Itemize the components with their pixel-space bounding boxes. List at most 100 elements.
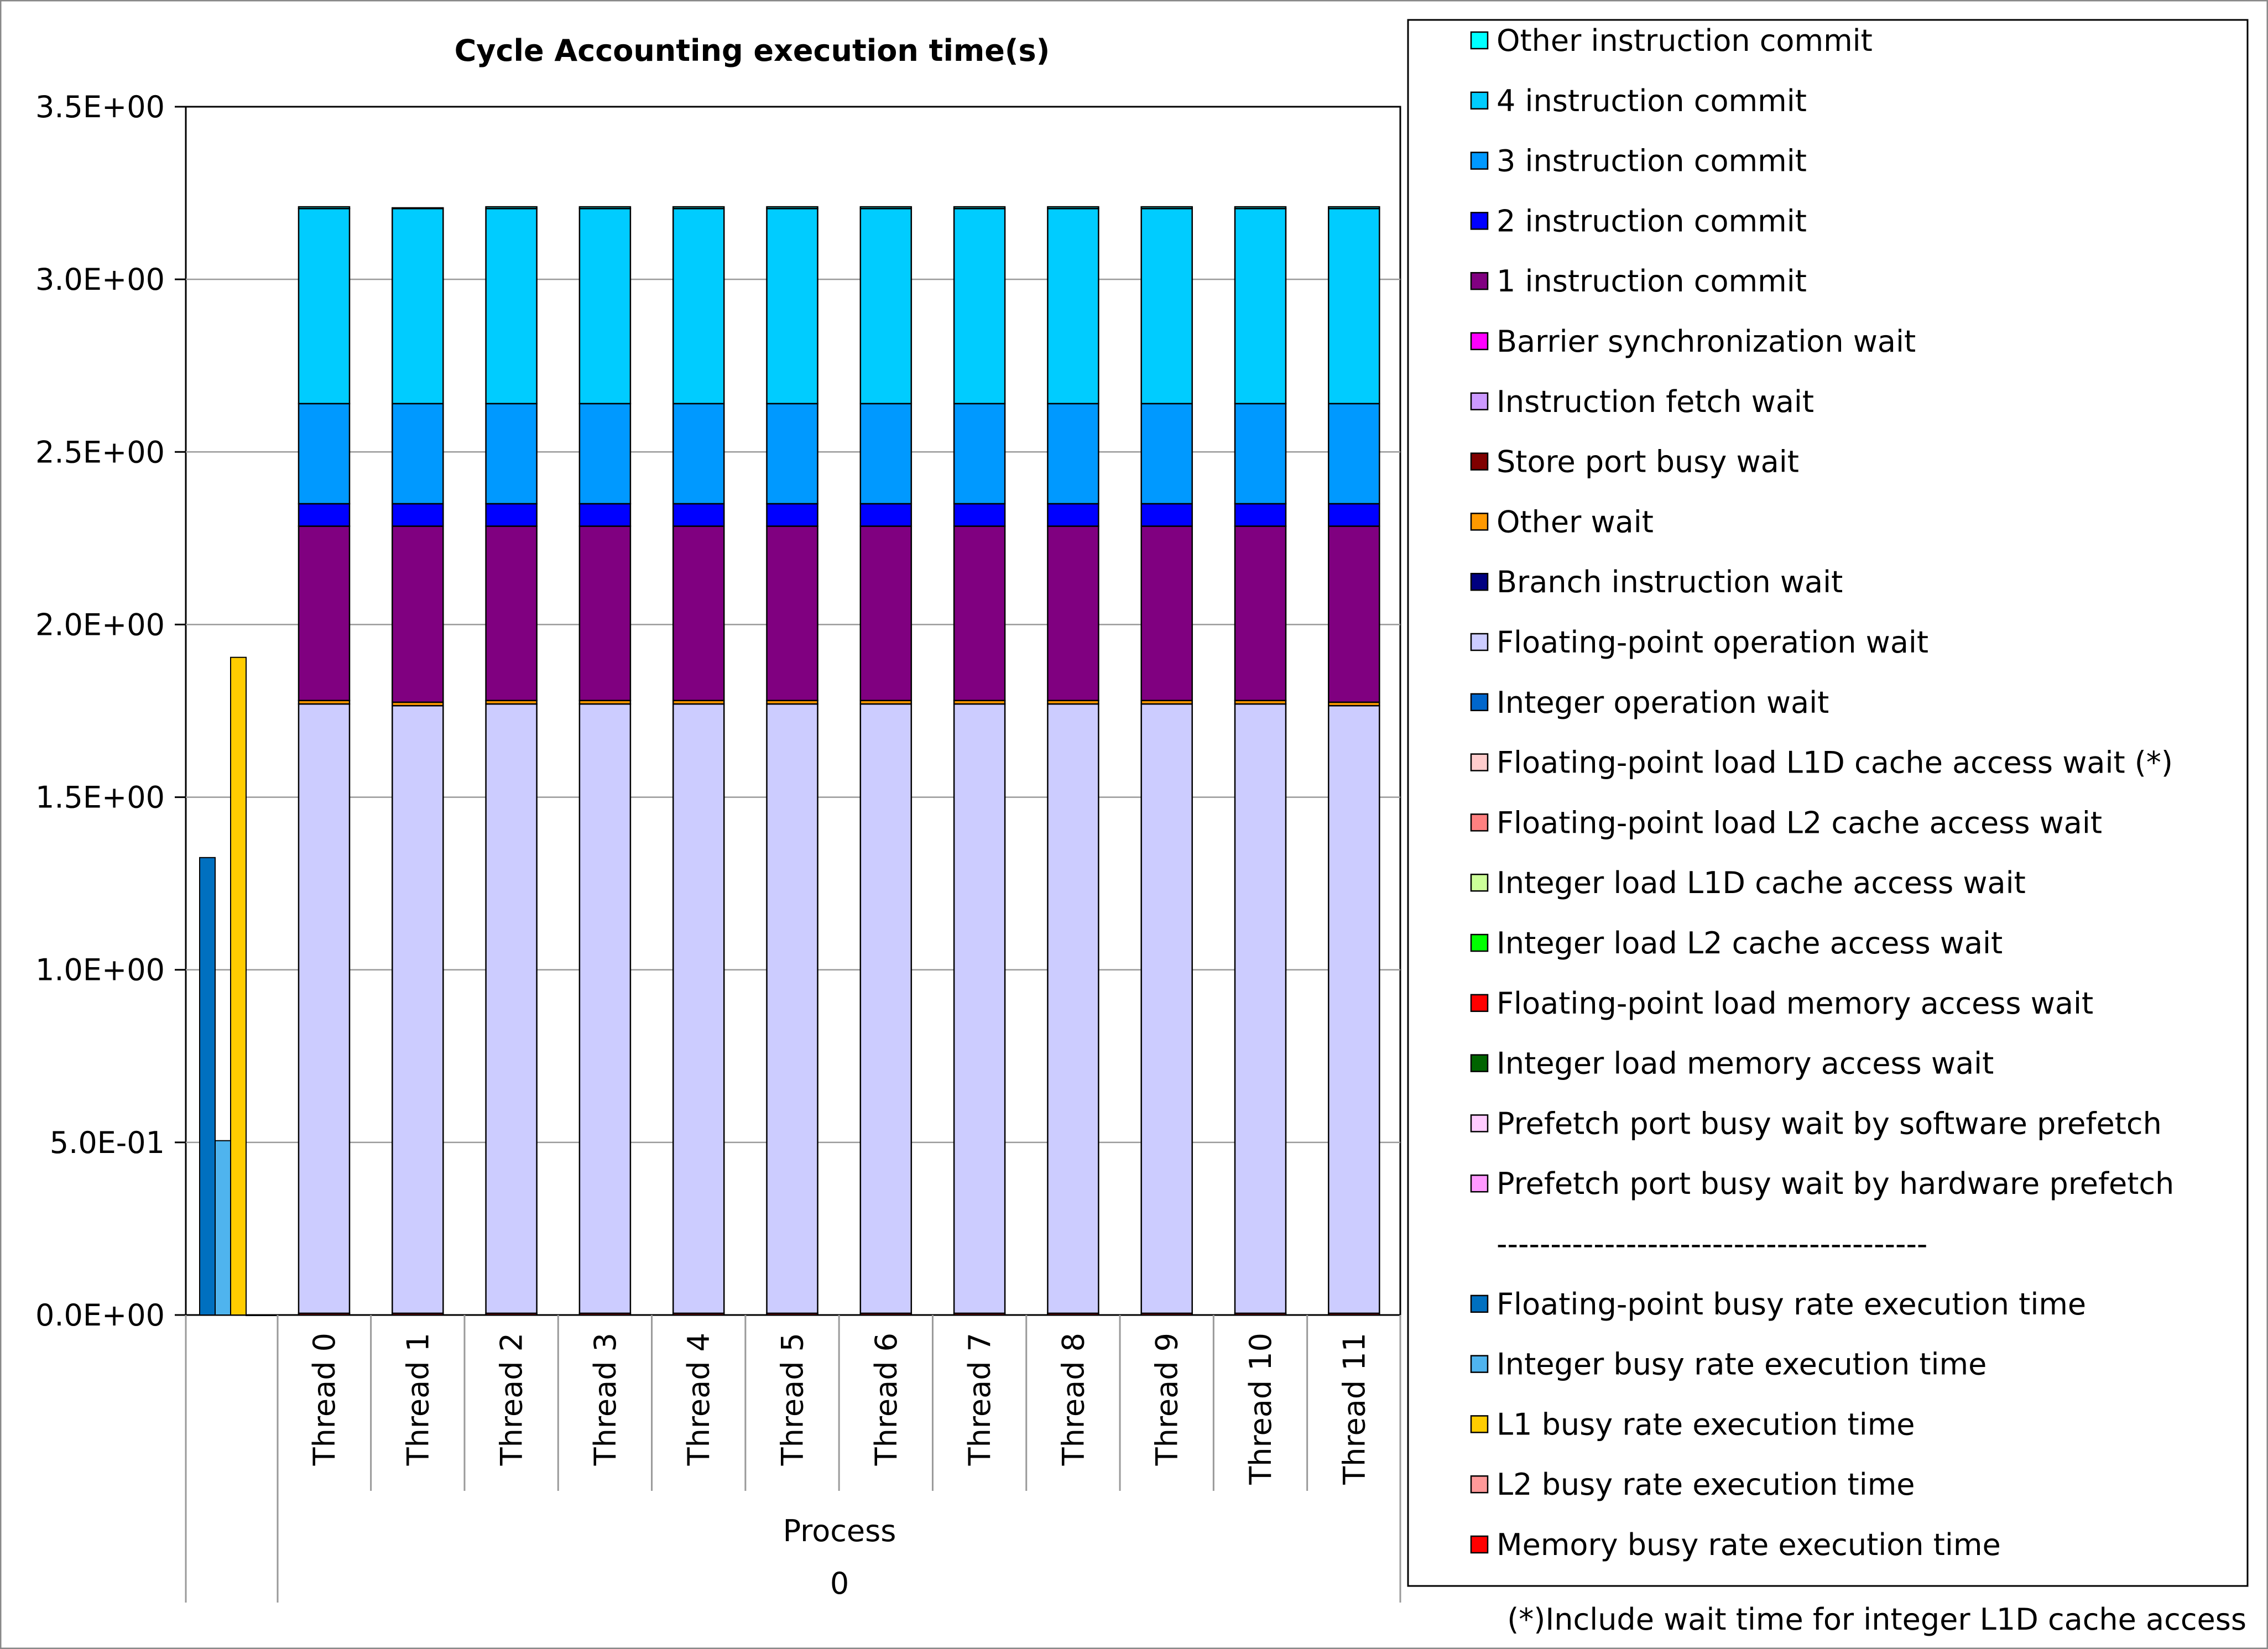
- legend-label: Other instruction commit: [1497, 23, 1873, 58]
- bar-segment: [392, 207, 444, 405]
- chart-title: Cycle Accounting execution time(s): [455, 33, 1050, 68]
- legend-swatch: [1470, 572, 1489, 591]
- legend-label: L2 busy rate execution time: [1497, 1467, 1915, 1502]
- y-tick-label: 5.0E-01: [50, 1125, 165, 1160]
- legend-swatch: [1470, 933, 1489, 952]
- legend-swatch: [1470, 1415, 1489, 1433]
- legend-label: 1 instruction commit: [1497, 264, 1807, 299]
- legend-label: Floating-point busy rate execution time: [1497, 1287, 2086, 1322]
- bar-segment: [766, 207, 818, 405]
- x-tick-label: Thread 5: [775, 1333, 810, 1466]
- bar-segment: [859, 207, 913, 405]
- bar-segment: [953, 206, 1006, 210]
- bar-segment: [1140, 206, 1193, 210]
- y-tick-label: 1.5E+00: [35, 780, 165, 815]
- legend-label: Store port busy wait: [1497, 445, 1799, 479]
- bar-segment: [1328, 705, 1380, 1314]
- bar-segment: [578, 703, 632, 1314]
- bar-segment: [1234, 207, 1287, 405]
- legend-label: Branch instruction wait: [1497, 565, 1843, 599]
- bar-segment: [766, 525, 818, 702]
- bar-segment: [1234, 403, 1287, 505]
- y-tick-label: 2.5E+00: [35, 435, 165, 469]
- legend-swatch: [1470, 31, 1489, 50]
- bar-segment: [578, 206, 632, 210]
- bar-segment: [672, 207, 725, 405]
- bar-segment: [859, 403, 913, 505]
- busy-rate-bar: [246, 1314, 262, 1316]
- bar-segment: [672, 525, 725, 702]
- busy-rate-bar: [215, 1140, 231, 1316]
- bar-segment: [1047, 207, 1099, 405]
- legend-swatch: [1470, 873, 1489, 892]
- busy-rate-bars: [199, 656, 278, 1316]
- bar-segment: [766, 403, 818, 505]
- x-tick-label: Thread 11: [1337, 1333, 1372, 1485]
- x-tick-label: Thread 9: [1150, 1333, 1185, 1466]
- bar-segment: [1328, 403, 1380, 505]
- bar-segment: [953, 525, 1006, 702]
- bar-segment: [953, 503, 1006, 527]
- bar-segment: [1328, 206, 1380, 210]
- bar-segment: [1234, 525, 1287, 702]
- bar-segment: [859, 525, 913, 702]
- legend-swatch: [1470, 1054, 1489, 1072]
- legend-label: Barrier synchronization wait: [1497, 324, 1916, 359]
- bar-segment: [1234, 206, 1287, 210]
- legend-swatch: [1470, 1535, 1489, 1554]
- bar-segment: [766, 503, 818, 527]
- busy-rate-bar: [199, 857, 216, 1316]
- bar-segment: [298, 525, 351, 702]
- bar-segment: [578, 503, 632, 527]
- bar-segment: [1328, 525, 1380, 703]
- bar-segment: [1328, 207, 1380, 405]
- legend-label: Memory busy rate execution time: [1497, 1527, 2001, 1562]
- legend-label: Integer load memory access wait: [1497, 1046, 1994, 1081]
- bar-segment: [953, 207, 1006, 405]
- legend-label: Floating-point load memory access wait: [1497, 986, 2093, 1021]
- bar-segment: [298, 206, 351, 210]
- bar-segment: [485, 206, 538, 210]
- x-tick-label: Thread 4: [681, 1333, 716, 1466]
- bar-segment: [672, 503, 725, 527]
- bar-segment: [953, 403, 1006, 505]
- legend-label: 2 instruction commit: [1497, 203, 1807, 238]
- group-label-process: Process: [783, 1514, 896, 1548]
- bar-segment: [392, 525, 444, 703]
- legend-swatch: [1470, 452, 1489, 471]
- legend-swatch: [1470, 513, 1489, 531]
- legend-swatch: [1470, 994, 1489, 1013]
- footnote: (*)Include wait time for integer L1D cac…: [1507, 1602, 2246, 1637]
- legend-swatch: [1470, 753, 1489, 771]
- x-tick-label: Thread 7: [962, 1333, 997, 1466]
- bar-segment: [392, 705, 444, 1314]
- legend-swatch: [1470, 1174, 1489, 1193]
- bar-segment: [1047, 503, 1099, 527]
- bar-segment: [1047, 206, 1099, 210]
- bar-segment: [392, 503, 444, 527]
- legend-label: Integer operation wait: [1497, 685, 1829, 720]
- bar-segment: [485, 703, 538, 1314]
- y-tick-label: 3.5E+00: [35, 90, 165, 124]
- bar-segment: [578, 525, 632, 702]
- bar-segment: [672, 703, 725, 1314]
- bar-segment: [1140, 207, 1193, 405]
- legend-swatch: [1470, 1355, 1489, 1373]
- y-tick-label: 2.0E+00: [35, 607, 165, 642]
- bar-segment: [1047, 525, 1099, 702]
- legend-swatch: [1470, 1114, 1489, 1133]
- bar-segment: [859, 503, 913, 527]
- x-tick-label: Thread 3: [588, 1333, 623, 1466]
- bar-segment: [392, 403, 444, 505]
- bar-segment: [1140, 503, 1193, 527]
- bar-segment: [1140, 525, 1193, 702]
- busy-rate-bar: [230, 656, 247, 1316]
- legend-swatch: [1470, 1475, 1489, 1494]
- legend-label: Integer load L2 cache access wait: [1497, 926, 2003, 961]
- legend-swatch: [1470, 633, 1489, 651]
- legend-label: Floating-point operation wait: [1497, 625, 1928, 660]
- bar-segment: [298, 403, 351, 505]
- bar-segment: [1047, 703, 1099, 1314]
- y-tick-label: 0.0E+00: [35, 1298, 165, 1333]
